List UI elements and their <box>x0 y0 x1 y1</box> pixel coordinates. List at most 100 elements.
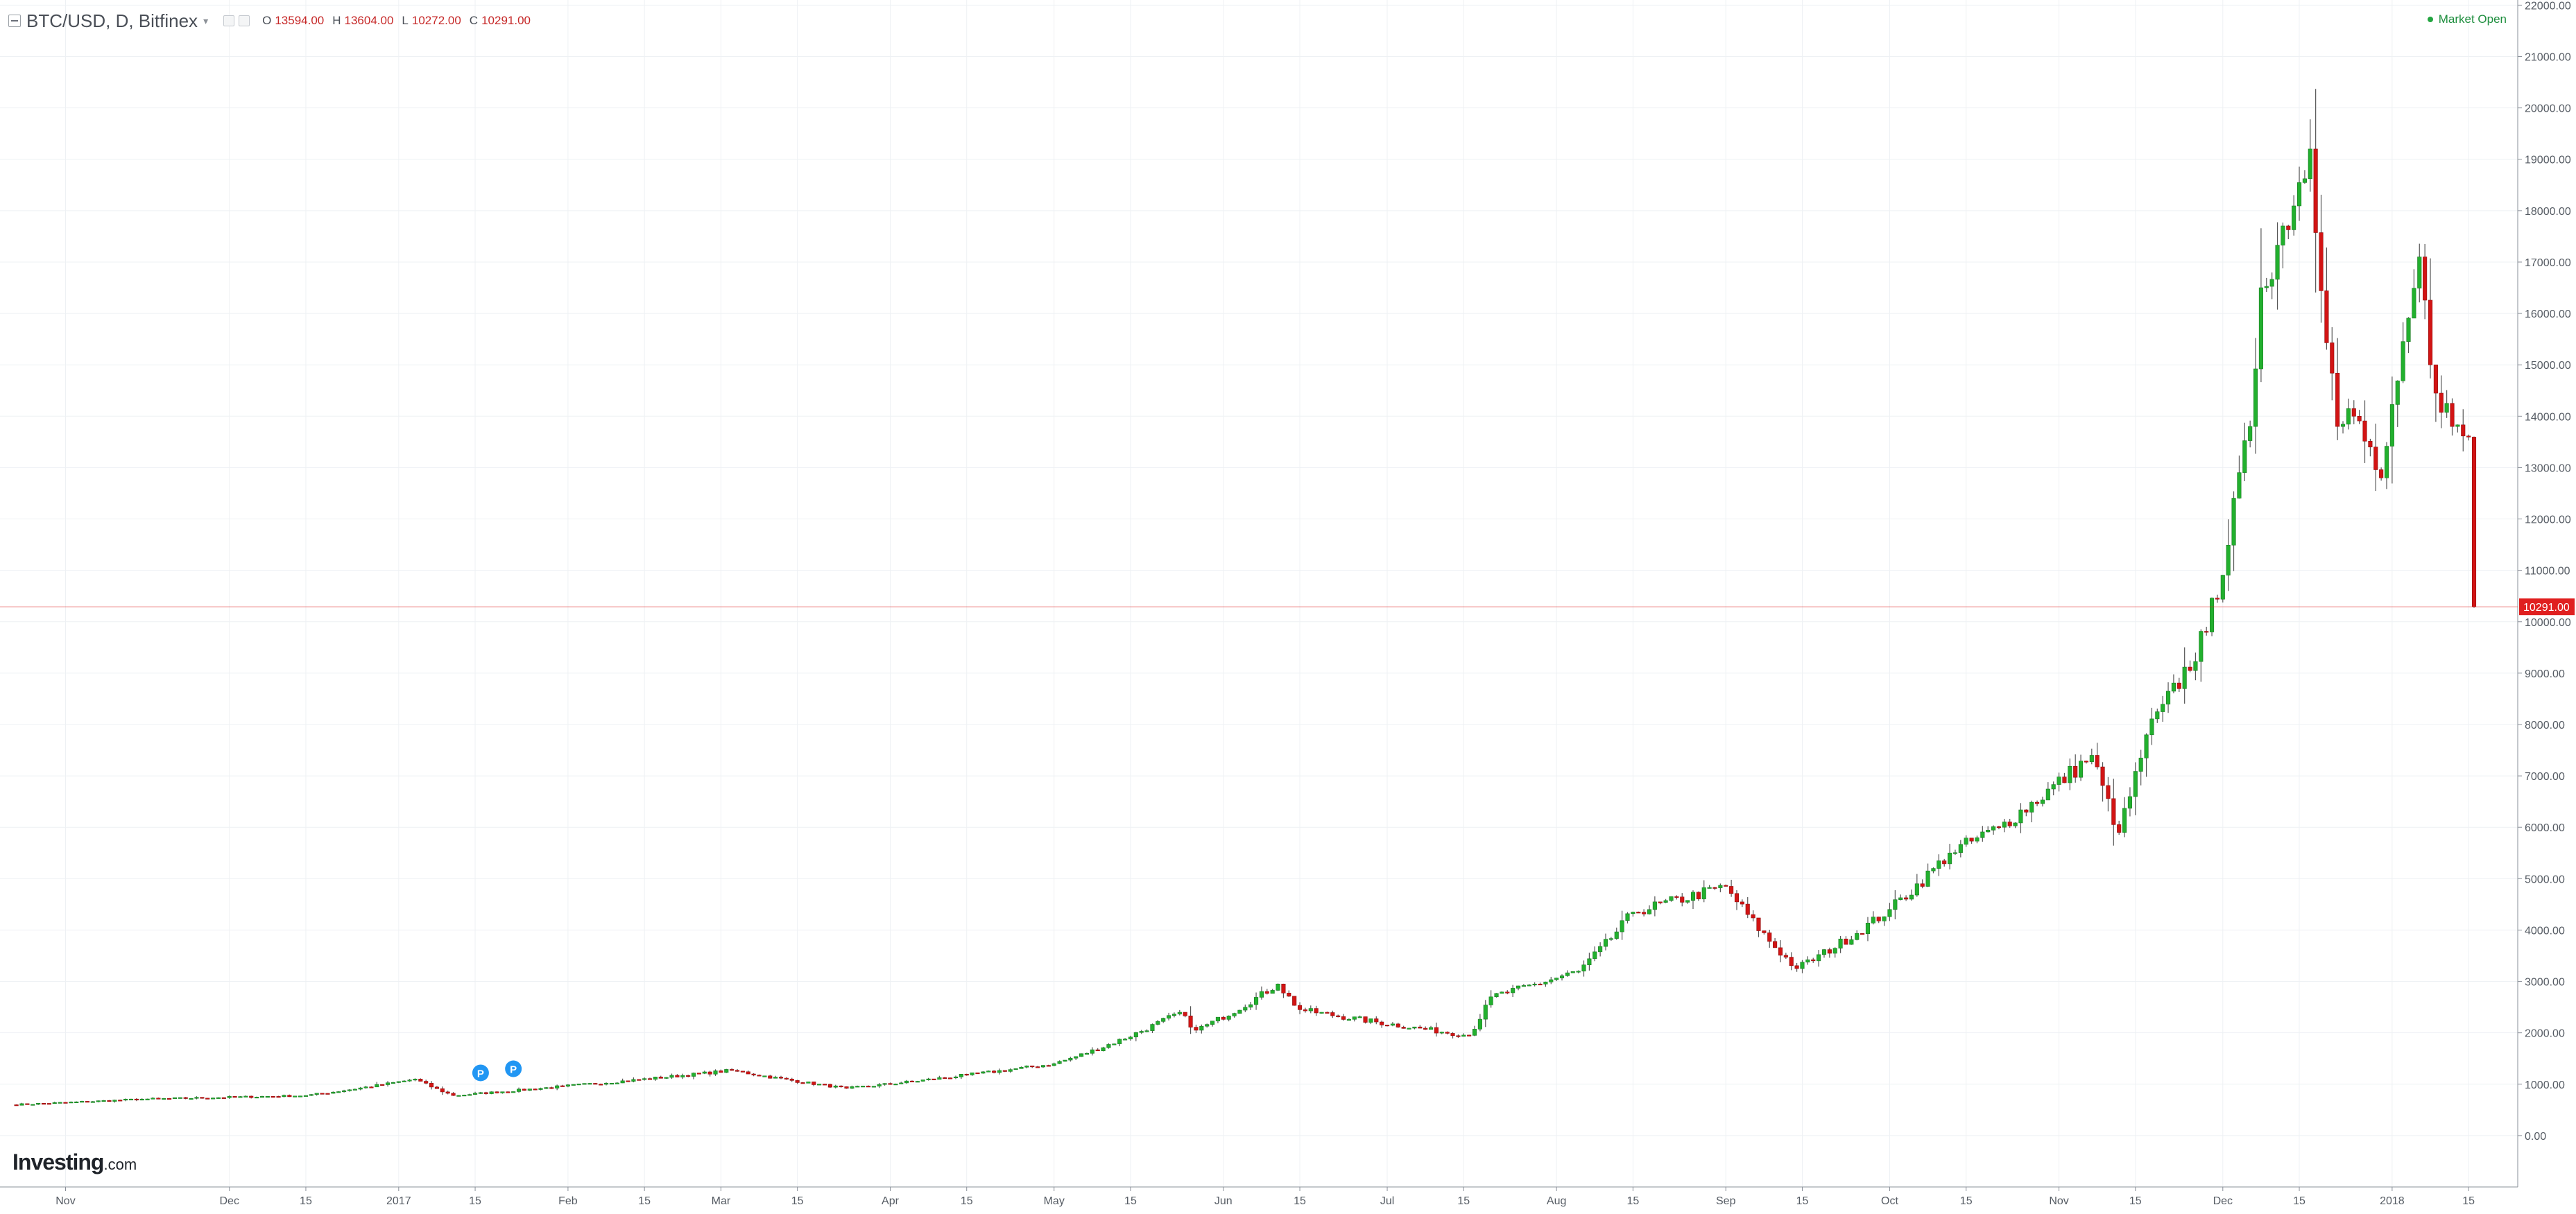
candle-up <box>375 1084 379 1088</box>
candle-up <box>1817 954 1821 962</box>
logo-name: Investing <box>12 1150 104 1174</box>
candle-down <box>1264 991 1269 994</box>
candle-up <box>2296 182 2302 207</box>
candle-up <box>1980 831 1985 838</box>
candle-down <box>1467 1034 1472 1037</box>
candle-up <box>309 1094 314 1096</box>
candle-down <box>2215 598 2219 600</box>
candle-up <box>478 1092 483 1094</box>
hide-icon[interactable] <box>239 15 250 26</box>
candle-up <box>1161 1018 1166 1022</box>
low-value: 10272.00 <box>411 14 461 27</box>
candle-up <box>1865 922 1871 935</box>
candle-up <box>1226 1016 1231 1020</box>
candle-down <box>483 1092 488 1094</box>
candle-up <box>2346 408 2351 425</box>
x-tick-label: 15 <box>1796 1195 1809 1207</box>
candle-up <box>609 1083 614 1085</box>
candle-up <box>1543 982 1548 985</box>
candle-down <box>1696 892 1701 899</box>
candle-down <box>2461 424 2466 437</box>
candle-up <box>1243 1007 1248 1011</box>
candle-down <box>1724 885 1728 887</box>
x-tick-label: Oct <box>1881 1195 1898 1207</box>
chevron-down-icon[interactable]: ▾ <box>203 15 209 26</box>
candle-up <box>1308 1008 1313 1012</box>
candle-up <box>691 1073 696 1077</box>
candle-down <box>707 1071 712 1075</box>
candle-up <box>642 1078 647 1080</box>
candle-down <box>1844 938 1848 945</box>
candle-up <box>1112 1043 1117 1046</box>
x-tick-label: Jul <box>1380 1195 1394 1207</box>
candle-up <box>833 1085 838 1088</box>
candle-up <box>1898 897 1903 900</box>
candle-up <box>1598 946 1603 953</box>
candle-up <box>2226 544 2231 575</box>
candle-up <box>1931 868 1936 872</box>
candle-down <box>1740 901 1744 905</box>
candle-up <box>1390 1023 1395 1026</box>
candle-up <box>926 1078 931 1080</box>
candle-up <box>1008 1069 1013 1072</box>
candle-down <box>1341 1016 1346 1020</box>
symbol-title[interactable]: BTC/USD, D, Bitfinex <box>26 10 198 31</box>
candle-up <box>1893 899 1898 910</box>
candle-up <box>1614 931 1619 939</box>
x-tick-label: Apr <box>882 1195 900 1207</box>
candle-up <box>1412 1026 1417 1029</box>
x-tick-label: Mar <box>712 1195 731 1207</box>
x-tick-label: Sep <box>1716 1195 1736 1207</box>
candle-up <box>211 1098 216 1100</box>
candle-down <box>827 1084 832 1088</box>
candle-up <box>680 1075 685 1077</box>
candle-down <box>784 1077 789 1079</box>
candle-up <box>178 1097 182 1099</box>
y-tick-label: 6000.00 <box>2525 822 2565 834</box>
candle-down <box>2428 300 2433 365</box>
candle-up <box>145 1098 150 1100</box>
candle-up <box>1647 909 1652 914</box>
candle-down <box>2062 777 2067 783</box>
candle-up <box>2412 288 2416 319</box>
candle-down <box>593 1083 598 1085</box>
candle-down <box>380 1084 385 1086</box>
candle-down <box>1445 1032 1450 1034</box>
candle-down <box>768 1075 773 1079</box>
candle-up <box>2127 796 2132 809</box>
candle-up <box>282 1095 286 1098</box>
candle-up <box>576 1084 581 1086</box>
candle-up <box>1652 901 1657 910</box>
candle-up <box>1958 844 1963 853</box>
candle-up <box>2406 318 2411 342</box>
candle-up <box>1352 1016 1357 1020</box>
candle-up <box>871 1086 876 1088</box>
candle-down <box>1423 1027 1428 1030</box>
candle-down <box>2351 408 2356 417</box>
candle-up <box>664 1077 669 1079</box>
investing-logo: Investing .com <box>12 1150 137 1175</box>
candle-up <box>2302 178 2307 183</box>
candle-up <box>2133 771 2138 797</box>
candle-up <box>981 1071 986 1074</box>
candle-up <box>882 1083 887 1085</box>
candle-up <box>162 1098 166 1100</box>
candle-up <box>1669 896 1674 901</box>
candle-up <box>227 1096 232 1098</box>
candle-down <box>735 1070 740 1072</box>
candle-down <box>1384 1025 1390 1027</box>
settings-icon[interactable] <box>223 15 235 26</box>
candle-down <box>888 1083 893 1085</box>
candle-up <box>861 1086 866 1088</box>
candle-up <box>1357 1016 1362 1018</box>
collapse-icon[interactable] <box>8 15 21 27</box>
y-tick-label: 9000.00 <box>2525 668 2565 680</box>
candle-up <box>1051 1063 1056 1066</box>
candle-up <box>1986 830 1991 833</box>
candle-down <box>1783 955 1788 957</box>
candle-down <box>2073 765 2078 778</box>
candle-down <box>1281 983 1286 994</box>
candle-up <box>1156 1021 1160 1025</box>
